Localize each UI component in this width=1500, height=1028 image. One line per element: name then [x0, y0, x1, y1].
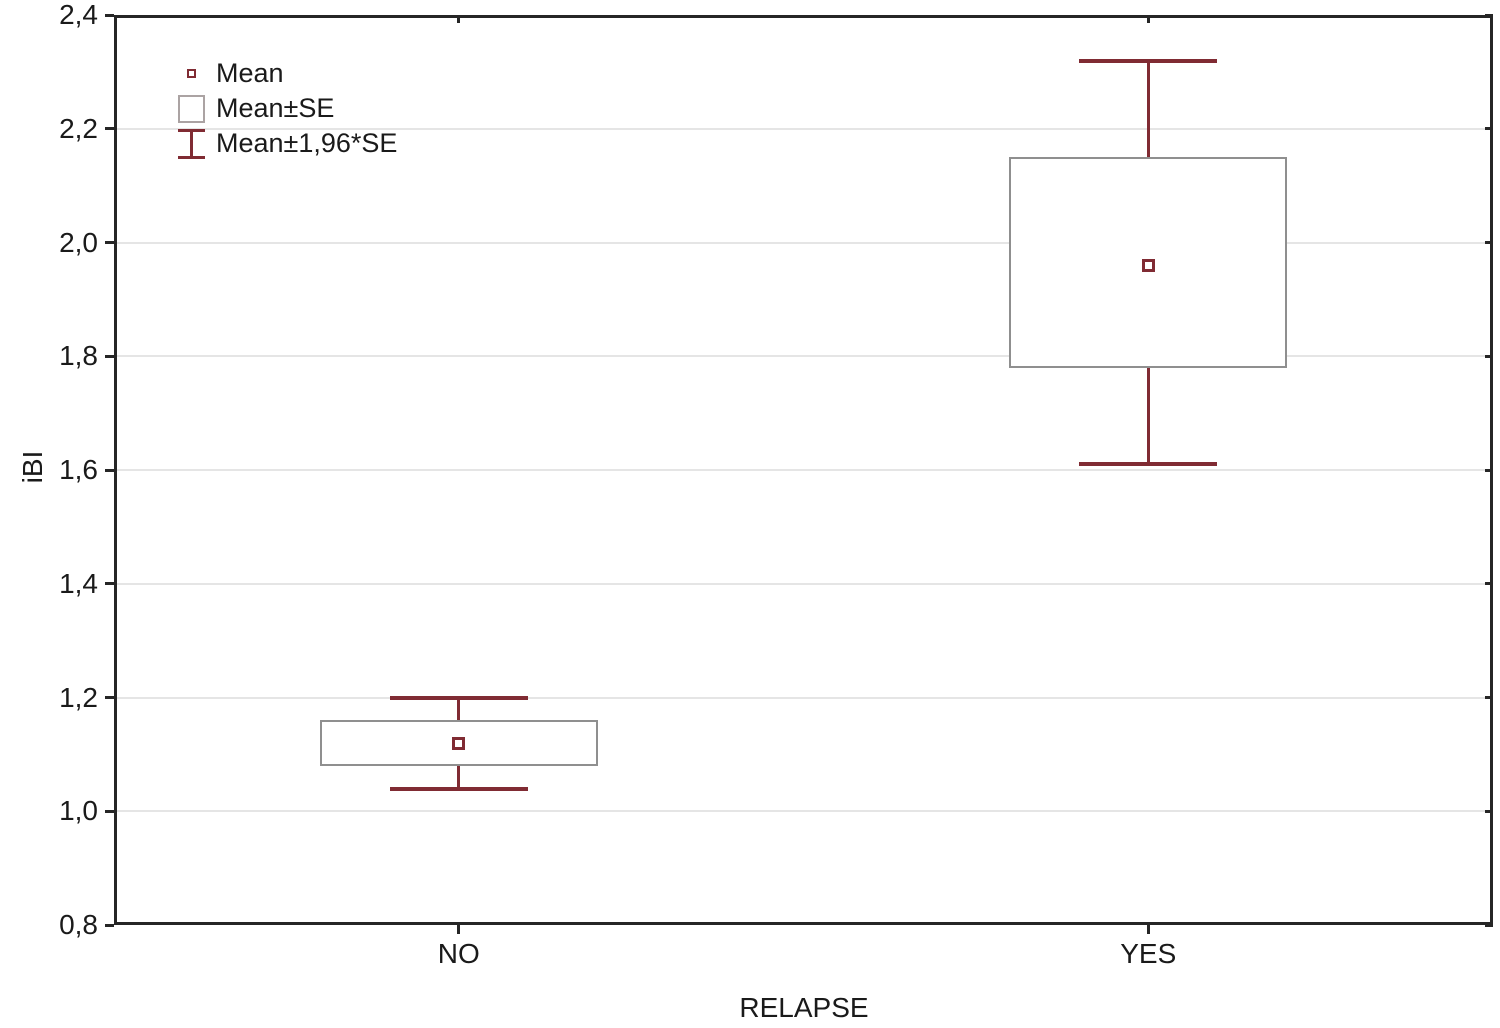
category-label: NO	[437, 938, 480, 969]
mean-marker	[1141, 258, 1155, 272]
whisker-swatch-icon	[177, 128, 205, 159]
y-tick-label: 1,2	[59, 681, 98, 713]
category-label: YES	[1120, 938, 1177, 969]
gridline	[114, 696, 1493, 699]
whisker-cap-lower	[389, 786, 528, 791]
y-axis-tick	[105, 354, 114, 358]
x-axis-tick-top	[457, 15, 461, 23]
y-tick-label: 1,8	[59, 340, 98, 372]
y-axis-tick-right	[1485, 809, 1493, 813]
se-box	[319, 720, 598, 766]
y-tick-label: 2,4	[59, 0, 98, 30]
gridline	[114, 810, 1493, 813]
y-axis-tick-right	[1485, 468, 1493, 472]
gridline	[114, 469, 1493, 471]
y-axis-tick-right	[1485, 354, 1493, 358]
y-tick-label: 2,0	[59, 226, 98, 258]
y-axis-tick-right	[1485, 241, 1493, 244]
gridline	[114, 355, 1493, 358]
gridline	[114, 241, 1493, 244]
legend-label-mean-196se: Mean±1,96*SE	[216, 128, 398, 158]
y-axis-tick-right	[1485, 696, 1493, 699]
plot-area	[105, 13, 1493, 934]
y-tick-label: 0,8	[59, 909, 98, 940]
y-axis-tick	[105, 241, 114, 244]
y-axis-tick-right	[1485, 582, 1493, 586]
mean-marker-swatch-icon	[186, 69, 196, 78]
gridline	[114, 582, 1493, 585]
whisker-cap-lower	[1079, 462, 1218, 467]
legend-entry-mean-se: Mean±SE	[174, 91, 397, 126]
y-axis-tick	[105, 582, 114, 586]
x-axis-tick	[1146, 925, 1150, 934]
x-axis-tick	[457, 925, 461, 934]
y-tick-label: 1,6	[59, 454, 98, 485]
y-tick-label: 2,2	[59, 112, 98, 144]
y-axis-tick	[105, 127, 114, 131]
y-axis-tick-right	[1485, 127, 1493, 131]
x-axis-title: RELAPSE	[739, 992, 869, 1023]
legend: Mean Mean±SE Mean±1,96*SE	[174, 56, 397, 161]
mean-marker	[452, 736, 466, 750]
y-axis-tick	[105, 13, 114, 17]
y-axis-tick-right	[1485, 13, 1493, 17]
whisker-cap-upper	[1079, 58, 1218, 63]
legend-label-mean: Mean	[216, 58, 284, 88]
x-axis-tick-top	[1146, 15, 1150, 23]
legend-label-mean-se: Mean±SE	[216, 93, 335, 123]
y-axis-tick-right	[1485, 923, 1493, 927]
y-axis-tick	[105, 696, 114, 699]
gridline	[114, 127, 1493, 130]
whisker-cap-upper	[389, 695, 528, 700]
y-tick-label: 1,0	[59, 795, 98, 827]
legend-entry-mean: Mean	[174, 56, 397, 91]
se-box-swatch-icon	[177, 94, 205, 123]
y-axis-tick	[105, 923, 114, 927]
y-tick-label: 1,4	[59, 567, 98, 599]
y-axis-tick	[105, 468, 114, 472]
y-axis-tick	[105, 809, 114, 813]
legend-entry-mean-196se: Mean±1,96*SE	[174, 126, 397, 161]
